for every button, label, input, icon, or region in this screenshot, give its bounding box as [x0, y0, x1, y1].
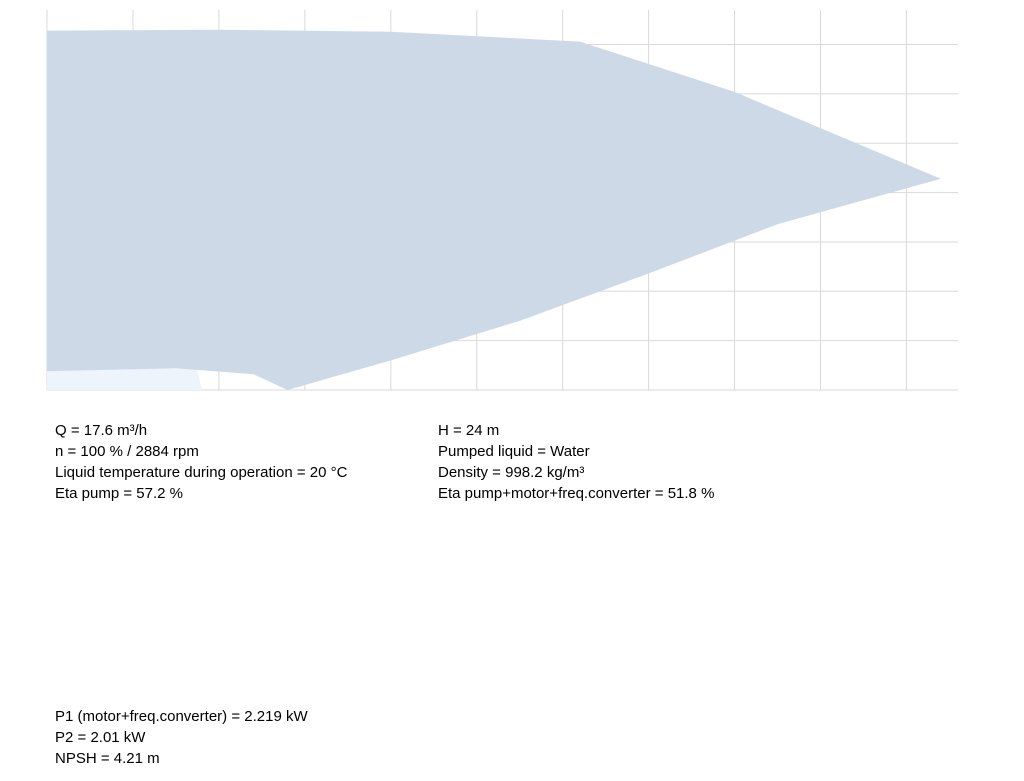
operating-range-band	[47, 29, 941, 390]
info-n: n = 100 % / 2884 rpm	[55, 443, 199, 460]
info-eta-pump: Eta pump = 57.2 %	[55, 485, 183, 502]
power-npsh-svg	[0, 512, 1024, 708]
band-group	[47, 29, 941, 390]
info-p2: P2 = 2.01 kW	[55, 729, 146, 746]
info-p1: P1 (motor+freq.converter) = 2.219 kW	[55, 708, 308, 725]
info-npsh: NPSH = 4.21 m	[55, 750, 160, 767]
info-temp: Liquid temperature during operation = 20…	[55, 464, 348, 481]
power-data-column: P1 (motor+freq.converter) = 2.219 kW P2 …	[55, 706, 308, 769]
info-h: H = 24 m	[438, 422, 500, 439]
info-eta-total: Eta pump+motor+freq.converter = 51.8 %	[438, 485, 715, 502]
power-npsh-chart	[0, 512, 1024, 708]
head-efficiency-chart	[46, 10, 958, 391]
info-q: Q = 17.6 m³/h	[55, 422, 148, 439]
operating-data-top: Q = 17.6 m³/h n = 100 % / 2884 rpm Liqui…	[0, 420, 1024, 510]
info-liquid: Pumped liquid = Water	[438, 443, 590, 460]
head-efficiency-svg	[46, 10, 958, 391]
operating-data-left-column: Q = 17.6 m³/h n = 100 % / 2884 rpm Liqui…	[55, 420, 347, 504]
operating-data-right-column: H = 24 m Pumped liquid = Water Density =…	[438, 420, 714, 504]
power-data-bottom: P1 (motor+freq.converter) = 2.219 kW P2 …	[0, 706, 1024, 781]
info-density: Density = 998.2 kg/m³	[438, 464, 585, 481]
